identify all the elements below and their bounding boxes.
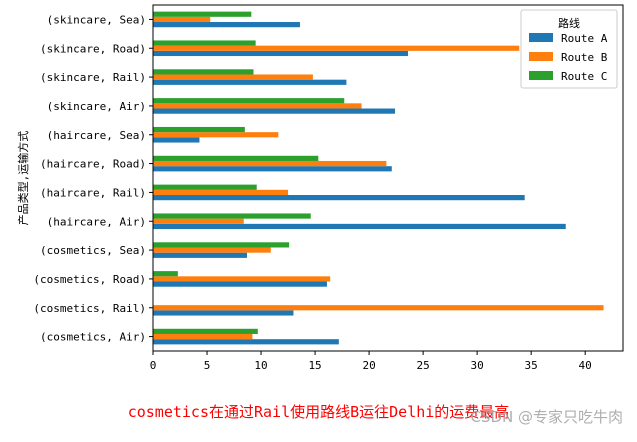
legend-title: 路线 [558,16,580,30]
bar-route-c-0 [153,11,252,17]
watermark: CSDN @专家只吃牛肉 [470,408,623,426]
x-tick-label: 25 [416,359,429,372]
legend-label: Route A [561,32,608,45]
bar-route-b-9 [153,276,331,282]
bar-route-a-4 [153,137,200,143]
bar-route-c-8 [153,242,290,248]
bar-route-b-10 [153,305,604,311]
x-tick-label: 0 [150,359,157,372]
legend-items: Route A Route B Route C [529,32,608,83]
legend-swatch-route-c [529,71,553,80]
bar-route-c-4 [153,126,245,133]
bar-route-a-2 [153,79,347,85]
bar-route-b-8 [153,247,271,253]
bar-route-c-1 [153,40,256,46]
legend-box [520,9,618,89]
bar-route-b-7 [153,218,244,224]
plot-frame [152,4,624,352]
bar-route-a-10 [153,310,294,316]
bar-route-a-0 [153,22,300,28]
bar-route-b-4 [153,132,279,138]
bars-layer [153,11,604,345]
bar-route-a-11 [153,339,339,345]
x-tick-layer: 0 5 10 15 20 25 30 35 40 [150,351,592,372]
y-axis-label: 产品类型,运输方式 [16,131,30,226]
y-tick-label: (skincare, Sea) [47,13,146,26]
bar-route-a-5 [153,166,392,172]
bar-route-b-3 [153,103,362,109]
legend-label: Route B [561,51,608,64]
bar-route-c-6 [153,184,257,190]
x-tick-label: 30 [471,359,484,372]
legend-swatch-route-b [529,52,553,61]
bar-route-c-2 [153,69,254,75]
bar-route-c-3 [153,98,345,104]
bar-route-b-11 [153,333,253,340]
chart-caption: cosmetics在通过Rail使用路线B运往Delhi的运费最高 [127,403,510,421]
x-tick-label: 35 [525,359,538,372]
x-tick-label: 20 [362,359,375,372]
y-tick-layer: (skincare, Sea) (skincare, Road) (skincare… [33,13,153,344]
x-tick-label: 40 [579,359,592,372]
bar-route-a-1 [153,50,408,57]
bar-route-a-7 [153,223,566,230]
y-tick-label: (cosmetics, Rail) [33,302,146,315]
bar-route-b-6 [153,189,289,196]
y-tick-label: (cosmetics, Road) [33,273,146,286]
y-tick-label: (skincare, Air) [47,100,146,113]
bar-route-a-8 [153,252,247,258]
y-tick-label: (haircare, Air) [47,215,146,228]
y-tick-label: (haircare, Sea) [47,129,146,142]
bar-route-c-7 [153,213,311,219]
bar-route-a-6 [153,195,525,201]
y-tick-label: (skincare, Road) [40,42,146,55]
bar-route-b-2 [153,74,313,80]
bar-route-b-0 [153,16,211,23]
y-tick-label: (cosmetics, Air) [40,331,146,344]
legend-label: Route C [561,70,607,83]
legend: 路线 Route A Route B Route C [520,9,618,89]
bar-route-a-9 [153,281,327,287]
y-tick-label: (cosmetics, Sea) [40,244,146,257]
bar-route-c-9 [153,271,178,277]
bar-route-a-3 [153,108,396,114]
x-tick-label: 5 [204,359,211,372]
legend-swatch-route-a [529,33,553,42]
bar-route-c-11 [153,328,258,334]
x-tick-label: 15 [308,359,321,372]
y-tick-label: (haircare, Road) [40,158,146,171]
bar-route-b-5 [153,160,387,167]
bar-route-b-1 [153,45,520,51]
y-tick-label: (skincare, Rail) [40,71,146,84]
bar-route-c-5 [153,155,319,161]
x-tick-label: 10 [254,359,267,372]
y-tick-label: (haircare, Rail) [40,186,146,199]
